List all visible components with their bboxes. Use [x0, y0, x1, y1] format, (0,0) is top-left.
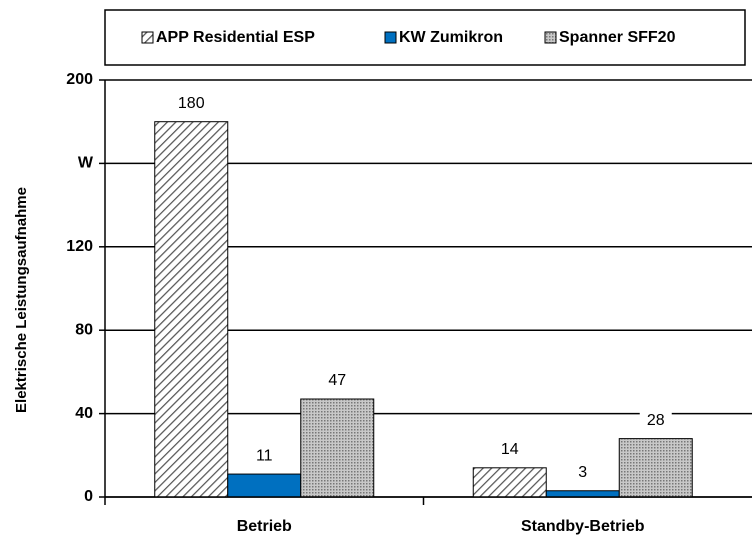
data-label-bg	[639, 409, 672, 432]
legend-swatch	[141, 31, 154, 44]
data-label-bg	[321, 370, 354, 393]
data-label: 28	[647, 412, 665, 429]
data-label: 3	[578, 464, 587, 481]
bar	[618, 438, 693, 498]
legend-swatch	[544, 31, 557, 44]
legend-label: KW Zumikron	[399, 29, 503, 46]
bar	[472, 467, 547, 498]
legend-swatch	[384, 31, 397, 44]
y-tick-label: 40	[75, 405, 93, 422]
y-tick-label: 200	[66, 71, 93, 88]
data-label: 47	[328, 372, 346, 389]
y-tick-label: 80	[75, 321, 93, 338]
data-label-bg	[493, 438, 526, 461]
x-tick-label: Betrieb	[237, 518, 292, 535]
data-label: 11	[256, 447, 273, 464]
bar	[545, 490, 620, 498]
data-label: 14	[501, 441, 519, 458]
data-label-bg	[175, 92, 208, 115]
bar	[154, 121, 229, 498]
bar	[300, 398, 375, 498]
data-label-bg	[566, 461, 599, 484]
y-axis-label: Elektrische Leistungsaufnahme	[13, 187, 30, 413]
data-label: 180	[178, 95, 205, 112]
bar	[227, 473, 302, 498]
y-tick-label: 0	[84, 488, 93, 505]
legend-label: APP Residential ESP	[156, 29, 315, 46]
legend-label: Spanner SFF20	[559, 29, 676, 46]
y-tick-label: W	[78, 155, 94, 172]
legend-box	[104, 9, 746, 66]
data-label-bg	[248, 445, 281, 468]
x-tick-label: Standby-Betrieb	[521, 518, 645, 535]
y-tick-label: 120	[66, 238, 93, 255]
